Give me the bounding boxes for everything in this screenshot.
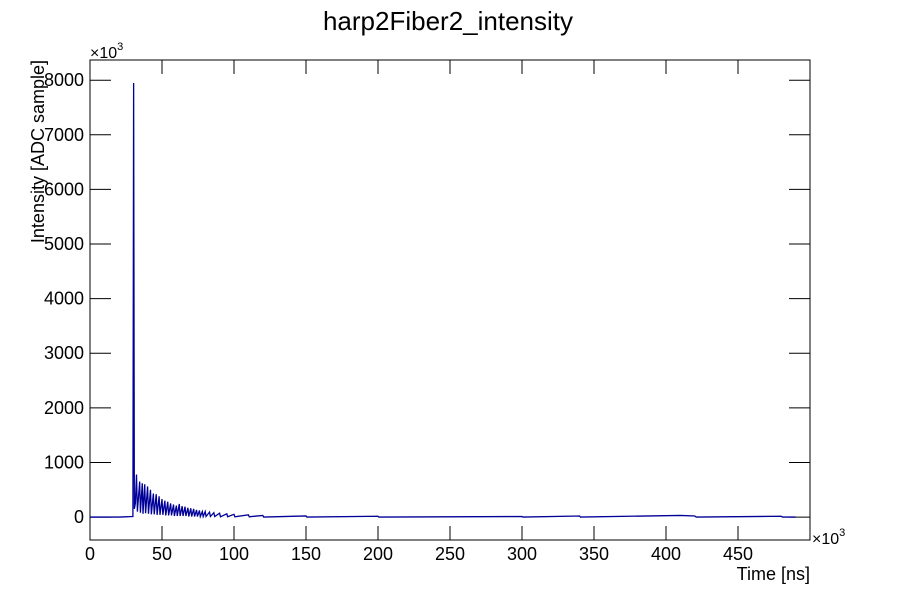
x-tick-label: 400 — [651, 544, 681, 564]
x-tick-label: 350 — [579, 544, 609, 564]
x-tick-label: 100 — [219, 544, 249, 564]
y-tick-label: 6000 — [44, 179, 84, 199]
y-tick-label: 5000 — [44, 234, 84, 254]
x-tick-label: 0 — [85, 544, 95, 564]
y-tick-label: 0 — [74, 507, 84, 527]
x-tick-label: 50 — [152, 544, 172, 564]
y-multiplier-exponent: 3 — [117, 41, 123, 53]
chart-title: harp2Fiber2_intensity — [323, 6, 573, 36]
x-tick-label: 450 — [723, 544, 753, 564]
data-line — [90, 82, 796, 519]
x-multiplier-base: ×10 — [812, 531, 839, 548]
y-tick-label: 4000 — [44, 289, 84, 309]
y-tick-label: 3000 — [44, 343, 84, 363]
x-axis-label: Time [ns] — [737, 564, 810, 584]
y-tick-label: 8000 — [44, 70, 84, 90]
x-tick-label: 250 — [435, 544, 465, 564]
y-tick-label: 2000 — [44, 398, 84, 418]
x-tick-label: 150 — [291, 544, 321, 564]
y-axis-label: Intensity [ADC sample] — [28, 60, 48, 243]
x-multiplier: ×103 — [812, 527, 845, 548]
x-tick-label: 200 — [363, 544, 393, 564]
x-tick-label: 300 — [507, 544, 537, 564]
y-multiplier-base: ×10 — [90, 45, 117, 62]
x-multiplier-exponent: 3 — [839, 527, 845, 539]
y-tick-label: 1000 — [44, 452, 84, 472]
y-tick-label: 7000 — [44, 125, 84, 145]
y-multiplier: ×103 — [90, 41, 123, 62]
